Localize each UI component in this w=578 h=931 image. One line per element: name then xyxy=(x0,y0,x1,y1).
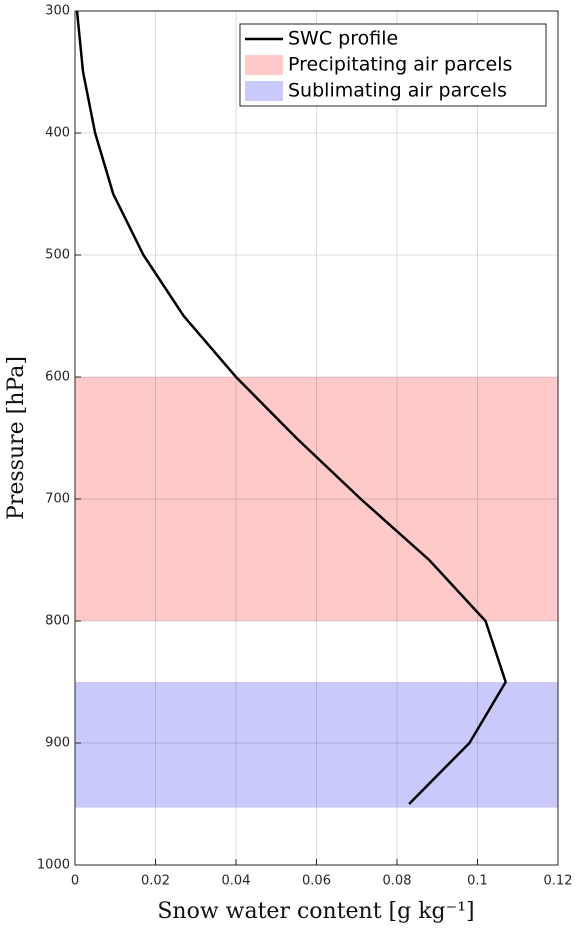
legend-swatch xyxy=(245,81,283,101)
y-tick-label: 1000 xyxy=(37,858,70,873)
x-tick-label: 0.06 xyxy=(302,874,331,889)
x-tick-label: 0.12 xyxy=(544,874,573,889)
line xyxy=(75,10,508,805)
legend-swatch xyxy=(245,55,283,75)
y-tick-label: 900 xyxy=(45,736,70,751)
y-tick-label: 500 xyxy=(45,248,70,263)
x-axis-label: Snow water content [g kg⁻¹] xyxy=(157,899,474,924)
band xyxy=(75,377,558,621)
band xyxy=(75,682,558,808)
y-tick-label: 300 xyxy=(45,4,70,19)
x-tick-label: 0.02 xyxy=(141,874,170,889)
legend-label: Sublimating air parcels xyxy=(288,80,507,102)
legend-box xyxy=(239,23,547,107)
y-tick-label: 600 xyxy=(45,370,70,385)
legend-label: Precipitating air parcels xyxy=(288,54,512,76)
legend-label: SWC profile xyxy=(288,28,398,50)
plot-frame xyxy=(74,10,559,866)
y-tick-label: 800 xyxy=(45,614,70,629)
x-tick-label: 0 xyxy=(71,874,79,889)
y-axis-label: Pressure [hPa] xyxy=(4,356,29,520)
y-tick-label: 400 xyxy=(45,126,70,141)
x-tick-label: 0.1 xyxy=(467,874,488,889)
x-tick-label: 0.08 xyxy=(383,874,412,889)
x-tick-label: 0.04 xyxy=(222,874,251,889)
y-tick-label: 700 xyxy=(45,492,70,507)
